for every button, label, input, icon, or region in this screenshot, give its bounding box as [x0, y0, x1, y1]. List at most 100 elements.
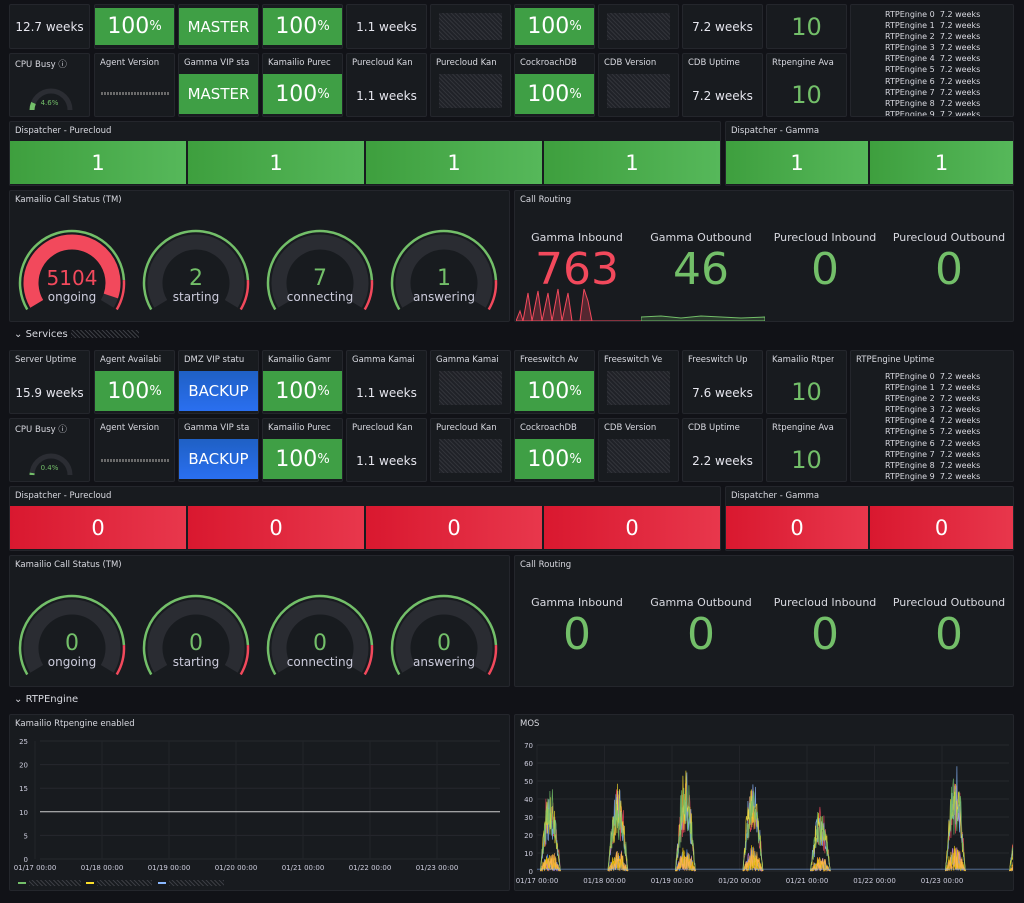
dmz-vip-status[interactable]: DMZ VIP statu BACKUP — [178, 350, 259, 414]
gamma-kamailio-version[interactable] — [430, 4, 511, 49]
cdb-version-stat[interactable]: CDB Version — [598, 418, 679, 482]
kamailio-rtpengine-stat[interactable]: Kamailio Rtper 10 — [766, 350, 847, 414]
purecloud-kamailio-title: Purecloud Kan — [352, 58, 413, 68]
dispatcher-gamma-bar[interactable]: 1 — [870, 141, 1013, 184]
rtpengine-uptime-row: RTPEngine 0 7.2 weeks — [885, 10, 981, 19]
rtpengine-uptime-row: RTPEngine 9 7.2 weeks — [885, 471, 981, 481]
agent-availability-title: Agent Availabi — [100, 355, 162, 365]
agent-version-redacted — [101, 459, 169, 462]
agent-availability-stat[interactable]: 100% — [94, 4, 175, 49]
routing-stat: Purecloud Outbound 0 — [887, 596, 1011, 657]
freeswitch-version[interactable]: Freeswitch Ve — [598, 350, 679, 414]
dispatcher-purecloud-bar[interactable]: 0 — [366, 506, 542, 549]
dmz-vip-status[interactable]: MASTER — [178, 4, 259, 49]
rtpengine-uptime-list[interactable]: RTPEngine 0 7.2 weeks RTPEngine 1 7.2 wee… — [850, 4, 1014, 117]
mos-series-line — [742, 789, 764, 872]
y-tick-label: 20 — [524, 832, 533, 840]
cpu-busy-gauge[interactable]: CPU Busy ⓘ 0.4% — [9, 418, 90, 482]
cdb-uptime-stat[interactable]: CDB Uptime 7.2 weeks — [682, 53, 763, 117]
rtpengine-uptime-list[interactable]: RTPEngine Uptime RTPEngine 0 7.2 weeks RTP… — [850, 350, 1014, 482]
freeswitch-version[interactable] — [598, 4, 679, 49]
purecloud-kamailio-version[interactable]: Purecloud Kan — [430, 418, 511, 482]
gauge-threshold-ok — [18, 229, 126, 311]
dispatcher-gamma-bar[interactable]: 1 — [726, 141, 868, 184]
call-status-title: Kamailio Call Status (TM) — [15, 195, 122, 205]
y-tick-label: 5 — [24, 832, 28, 840]
routing-stat: Gamma Outbound 46 — [639, 231, 763, 292]
dispatcher-purecloud-bar[interactable]: 0 — [188, 506, 364, 549]
freeswitch-uptime[interactable]: 7.2 weeks — [682, 4, 763, 49]
gauge-threshold-high — [363, 280, 374, 311]
cdb-uptime-title: CDB Uptime — [688, 423, 740, 433]
gauge-row: 5104 ongoing 2 starting 7 connecting 1 answerin… — [10, 213, 509, 321]
gamma-vip-status[interactable]: Gamma VIP sta BACKUP — [178, 418, 259, 482]
dispatcher-gamma-bar[interactable]: 0 — [870, 506, 1013, 549]
routing-stat-label: Purecloud Outbound — [892, 596, 1006, 609]
y-tick-label: 10 — [524, 850, 533, 858]
purecloud-kamailio-uptime[interactable]: Purecloud Kan 1.1 weeks — [346, 418, 427, 482]
gauge-label: connecting — [287, 290, 353, 304]
agent-availability-stat[interactable]: Agent Availabi 100% — [94, 350, 175, 414]
gauge-threshold-high — [487, 280, 498, 311]
rtpengine-availability[interactable]: Rtpengine Ava 10 — [766, 418, 847, 482]
gamma-vip-status[interactable]: Gamma VIP sta MASTER — [178, 53, 259, 117]
gauge-label: ongoing — [48, 655, 96, 669]
cockroachdb-stat[interactable]: CockroachDB 100% — [514, 53, 595, 117]
routing-stat-label: Gamma Inbound — [531, 231, 623, 244]
purecloud-kamailio-uptime[interactable]: Purecloud Kan 1.1 weeks — [346, 53, 427, 117]
call-routing-panel[interactable]: Call Routing Gamma Inbound 763 Gamma Outbo… — [514, 190, 1014, 322]
x-tick-label: 01/17 00:00 — [516, 877, 559, 885]
kamailio-gamma-stat[interactable]: 100% — [262, 4, 343, 49]
agent-version-stat[interactable]: Agent Version — [94, 53, 175, 117]
kamailio-purecloud-stat[interactable]: Kamailio Purec 100% — [262, 418, 343, 482]
kamailio-rtpengine-stat[interactable]: 10 — [766, 4, 847, 49]
kamailio-rtpengine-enabled-chart[interactable]: Kamailio Rtpengine enabled 0 5 10 15 20 25 01/… — [9, 714, 510, 891]
redacted-area — [439, 439, 502, 473]
redacted-area — [439, 74, 502, 108]
cdb-uptime-stat[interactable]: CDB Uptime 2.2 weeks — [682, 418, 763, 482]
gauge-fill — [23, 234, 121, 308]
server-uptime-stat[interactable]: Server Uptime 15.9 weeks — [9, 350, 90, 414]
kamailio-call-status-panel[interactable]: Kamailio Call Status (TM) 0 ongoing 0 start… — [9, 555, 510, 687]
dmz-vip-value: MASTER — [187, 17, 250, 36]
rtpengine-uptime-row: RTPEngine 6 7.2 weeks — [885, 438, 981, 448]
y-tick-label: 0 — [529, 868, 533, 876]
agent-version-stat[interactable]: Agent Version — [94, 418, 175, 482]
dispatcher-purecloud-bar[interactable]: 1 — [10, 141, 186, 184]
gamma-kamailio-uptime[interactable]: Gamma Kamai 1.1 weeks — [346, 350, 427, 414]
cpu-busy-gauge[interactable]: CPU Busy ⓘ 4.6% — [9, 53, 90, 117]
mos-series-line — [540, 789, 561, 872]
dispatcher-gamma-bar[interactable]: 0 — [726, 506, 868, 549]
routing-stat-label: Purecloud Inbound — [773, 596, 877, 609]
dispatcher-purecloud-bar[interactable]: 1 — [366, 141, 542, 184]
rtpengine-availability[interactable]: Rtpengine Ava 10 — [766, 53, 847, 117]
kamailio-purecloud-stat[interactable]: Kamailio Purec 100% — [262, 53, 343, 117]
services-section-header[interactable]: ⌄ Services — [14, 329, 139, 340]
freeswitch-availability[interactable]: 100% — [514, 4, 595, 49]
uptime-stat[interactable]: 12.7 weeks — [9, 4, 90, 49]
call-routing-title: Call Routing — [520, 560, 572, 570]
gamma-kamailio-uptime[interactable]: 1.1 weeks — [346, 4, 427, 49]
dispatcher-purecloud-bar[interactable]: 0 — [544, 506, 720, 549]
call-routing-panel[interactable]: Call Routing Gamma Inbound 0 Gamma Outboun… — [514, 555, 1014, 687]
chevron-down-icon: ⌄ — [14, 329, 23, 340]
cdb-version-stat[interactable]: CDB Version — [598, 53, 679, 117]
cdb-version-title: CDB Version — [604, 423, 657, 433]
dispatcher-purecloud-bar[interactable]: 1 — [544, 141, 720, 184]
purecloud-kamailio-version[interactable]: Purecloud Kan — [430, 53, 511, 117]
dispatcher-purecloud-bar[interactable]: 1 — [188, 141, 364, 184]
y-tick-label: 0 — [24, 856, 28, 864]
gamma-kamailio-version[interactable]: Gamma Kamai — [430, 350, 511, 414]
cockroachdb-stat[interactable]: CockroachDB 100% — [514, 418, 595, 482]
kamailio-gamma-stat[interactable]: Kamailio Gamr 100% — [262, 350, 343, 414]
dispatcher-purecloud-bar[interactable]: 0 — [10, 506, 186, 549]
mos-chart[interactable]: MOS 0 10 20 30 40 50 60 70 01/17 00:00 01/18 00:0… — [514, 714, 1014, 891]
y-tick-label: 15 — [19, 785, 28, 793]
gamma-vip-title: Gamma VIP sta — [184, 58, 250, 68]
freeswitch-uptime[interactable]: Freeswitch Up 7.6 weeks — [682, 350, 763, 414]
rtpengine-section-header[interactable]: ⌄ RTPEngine — [14, 694, 78, 705]
freeswitch-availability[interactable]: Freeswitch Av 100% — [514, 350, 595, 414]
